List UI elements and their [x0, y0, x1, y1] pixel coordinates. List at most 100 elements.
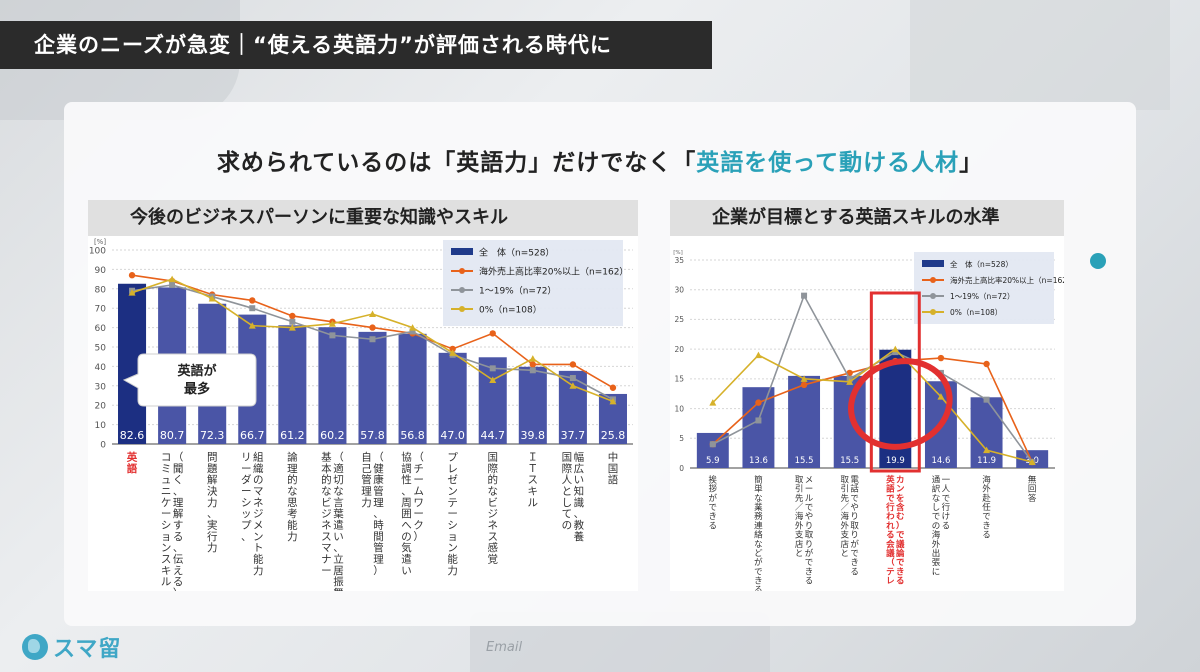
series-point-mid	[409, 328, 416, 335]
series-point-zero	[369, 310, 376, 318]
y-tick-label: 100	[89, 247, 106, 257]
bar	[398, 333, 427, 444]
series-point-mid	[801, 292, 808, 299]
y-axis-unit: [%]	[94, 238, 106, 246]
legend-label: 1～19%（n=72）	[479, 286, 556, 297]
bar-value-label: 19.9	[886, 456, 905, 466]
legend-label: 0%（n=108）	[950, 308, 1002, 317]
series-point-mid	[289, 318, 296, 325]
bar-value-label: 56.8	[400, 429, 425, 442]
series-point-zero	[937, 393, 945, 400]
x-category-label: 組織のマネジメント能力	[253, 451, 264, 577]
x-category-label: 英語で行われる会議（テレ	[885, 475, 895, 587]
y-tick-label: 80	[95, 285, 107, 295]
series-point-high	[529, 361, 537, 368]
x-category-label: 無回答	[1028, 475, 1037, 504]
series-point-zero	[569, 382, 577, 389]
callout-text: 英語が	[176, 363, 216, 379]
bar-value-label: 82.6	[120, 429, 144, 442]
series-point-zero	[754, 351, 762, 359]
legend-label: 海外売上高比率20%以上（n=162）	[950, 275, 1064, 285]
background-shape	[910, 0, 1170, 110]
y-tick-label: 35	[674, 256, 684, 265]
bar-value-label: 25.8	[601, 429, 626, 442]
right-chart: [%] 0 5 10 15 20 25 30 35 5.9 13.6 15.5 15.5 19.9 14.6…	[670, 236, 1064, 591]
series-point-zero	[288, 324, 296, 331]
bar	[518, 366, 547, 444]
legend-marker	[930, 277, 936, 283]
series-point-high	[128, 272, 136, 279]
series-point-mid	[489, 365, 496, 372]
series-point-mid	[709, 441, 716, 448]
series-point-high	[289, 312, 296, 320]
y-tick-label: 25	[674, 315, 684, 324]
bar-value-label: 57.8	[360, 429, 385, 442]
y-tick-label: 50	[95, 344, 107, 354]
bar-value-label: 47.0	[440, 429, 465, 442]
series-point-zero	[248, 322, 256, 329]
x-category-label: 論理的な思考能力	[287, 451, 298, 543]
bar-value-label: 72.3	[200, 429, 225, 442]
headline-post: 」	[959, 150, 984, 176]
y-tick-label: 90	[95, 266, 107, 276]
right-chart-title: 企業が目標とする英語スキルの水準	[670, 200, 1064, 236]
legend-label: 1～19%（n=72）	[950, 292, 1015, 301]
x-category-label: 挨拶ができる	[709, 475, 718, 532]
series-point-mid	[169, 281, 176, 288]
bar-value-label: 15.5	[840, 456, 859, 466]
bar	[278, 325, 307, 444]
series-point-zero	[1028, 458, 1036, 466]
x-category-label: リーダーシップ、	[241, 452, 252, 543]
y-tick-label: 70	[95, 305, 107, 315]
brand-logo: スマ留	[22, 630, 121, 664]
x-category-label: 海外赴任できる	[982, 475, 991, 541]
x-category-label: 簡単な業務連絡などができる	[754, 475, 763, 592]
series-point-high	[369, 324, 376, 331]
series-point-zero	[609, 397, 617, 405]
callout-text: 最多	[184, 381, 210, 397]
bar	[478, 357, 507, 444]
x-category-label: メールでやり取りができる	[805, 476, 814, 587]
series-point-zero	[983, 446, 991, 454]
x-category-label: 通訳なしでの海外出張に	[932, 475, 941, 578]
x-category-label: コミュニケーションスキル	[161, 452, 172, 589]
series-point-mid	[983, 396, 990, 403]
y-tick-label: 0	[679, 464, 684, 473]
series-point-mid	[755, 417, 762, 424]
legend-marker	[930, 309, 936, 315]
series-point-zero	[529, 355, 537, 362]
series-point-mid	[249, 305, 256, 312]
x-category-label: 自己管理力	[361, 451, 372, 509]
x-category-label: 中国語	[608, 451, 619, 487]
legend-label: 海外売上高比率20%以上（n=162）	[479, 266, 628, 278]
slide-title: 企業のニーズが急変｜“使える英語力”が評価される時代に	[0, 21, 712, 69]
y-axis-unit: [%]	[673, 250, 683, 256]
series-point-high	[983, 360, 990, 368]
series-point-high	[489, 330, 496, 337]
globe-icon	[22, 634, 48, 660]
x-category-label: 電話でやり取りができる	[850, 476, 859, 578]
bar-value-label: 5.9	[706, 456, 720, 466]
bar-value-label: 66.7	[240, 429, 265, 442]
y-tick-label: 5	[679, 434, 684, 443]
bar	[788, 375, 821, 468]
bar	[833, 375, 866, 468]
headline-pre: 求められているのは「英語力」だけでなく「	[216, 150, 697, 176]
legend-marker	[459, 287, 465, 293]
legend-marker	[930, 293, 936, 299]
chart-svg: [%] 0 10 20 30 40 50 60 70 80 90 100 82.6 80.7 72.3 66.…	[89, 238, 633, 591]
x-category-label: プレゼンテーション能力	[447, 452, 458, 577]
legend-marker	[459, 268, 465, 274]
highlight-circle	[848, 358, 953, 450]
pointer-dot	[1090, 253, 1106, 269]
logo-text: スマ留	[53, 637, 122, 662]
legend-label: 全 体（n=528）	[479, 247, 554, 259]
series-point-zero	[328, 320, 336, 327]
y-tick-label: 20	[95, 402, 107, 412]
series-point-high	[449, 345, 456, 353]
bar	[318, 327, 347, 444]
bar-value-label: 44.7	[480, 429, 505, 442]
x-category-label: （チームワーク）	[413, 452, 424, 543]
bar	[358, 331, 387, 444]
bar-value-label: 60.2	[320, 429, 345, 442]
